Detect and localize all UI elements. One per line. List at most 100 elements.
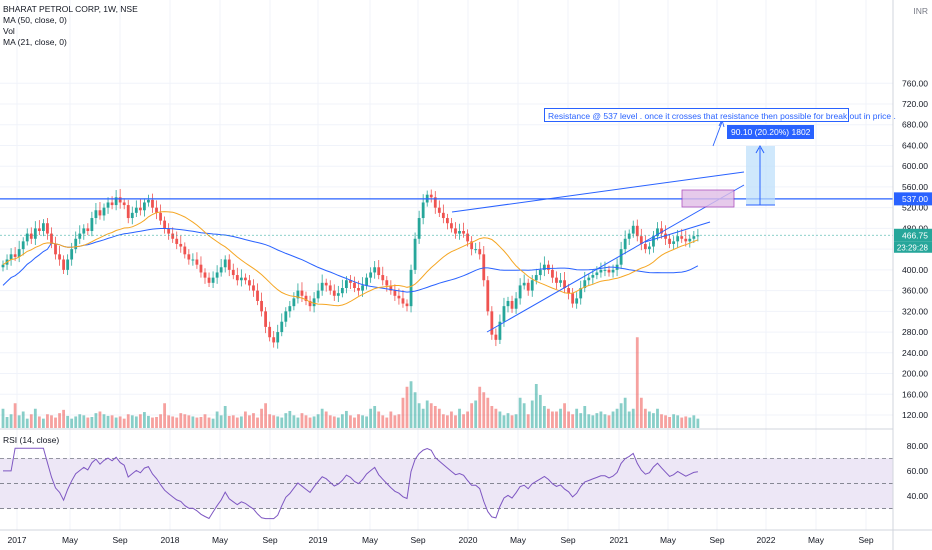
candle-body [54, 243, 57, 255]
ma50-line [2, 228, 699, 293]
candle-body [280, 321, 284, 333]
last-price-tag: 466.75 [902, 230, 928, 240]
candle-body [304, 295, 308, 301]
volume-bar [506, 413, 510, 428]
ma50-legend[interactable]: MA (50, close, 0) [3, 15, 67, 25]
rsi-legend[interactable]: RSI (14, close) [3, 435, 60, 445]
time-tick-label: Sep [560, 535, 575, 545]
candle-body [199, 264, 203, 273]
volume-bar [276, 416, 280, 428]
candle-body [648, 246, 651, 250]
candle-body [78, 233, 82, 239]
candle-body [676, 236, 680, 242]
candle-body [102, 207, 106, 216]
volume-bar [316, 414, 320, 428]
drawings[interactable] [0, 118, 893, 333]
ma21-legend[interactable]: MA (21, close, 0) [3, 37, 67, 47]
candle-body [272, 337, 276, 343]
candle-body [46, 223, 49, 234]
volume-bar [260, 408, 263, 428]
candle-body [74, 238, 78, 250]
symbol-title[interactable]: BHARAT PETROL CORP, 1W, NSE [3, 4, 138, 14]
volume-bar [54, 417, 57, 428]
volume-bar [692, 415, 696, 428]
volume-bar [94, 413, 98, 428]
volume-bar [526, 414, 530, 428]
candle-body [474, 249, 478, 251]
volume-bar [639, 397, 643, 428]
volume-bar [304, 415, 308, 428]
candle-body [244, 277, 247, 281]
volume-bar [542, 406, 546, 428]
candle-body [9, 254, 13, 260]
rsi-tick-label: 80.00 [907, 441, 929, 451]
volume-bar [195, 417, 199, 428]
candle-body [223, 259, 227, 268]
volume-bar [25, 418, 29, 428]
candle-body [668, 238, 671, 244]
price-tick-label: 280.00 [902, 327, 928, 337]
candle-body [235, 275, 239, 281]
candle-body [680, 236, 684, 239]
candle-body [571, 293, 575, 304]
candle-body [575, 298, 579, 304]
volume-bar [308, 417, 312, 428]
candle-body [595, 272, 599, 276]
candle-body [684, 238, 688, 242]
volume-bar [567, 411, 570, 428]
candle-body [118, 197, 122, 203]
price-tick-label: 640.00 [902, 140, 928, 150]
candle-body [82, 228, 86, 234]
volume-bar [433, 406, 437, 428]
time-tick-label: 2019 [309, 535, 328, 545]
candle-body [502, 306, 506, 322]
vol-legend[interactable]: Vol [3, 26, 15, 36]
time-tick-label: Sep [112, 535, 127, 545]
volume-bar [284, 413, 288, 428]
candle-body [25, 233, 29, 242]
candle-body [195, 259, 199, 265]
volume-bar [320, 408, 324, 428]
price-tick-label: 520.00 [902, 203, 928, 213]
rsi-tick-label: 40.00 [907, 491, 929, 501]
candle-body [583, 280, 587, 289]
price-tick-label: 480.00 [902, 223, 928, 233]
resistance-annotation[interactable]: Resistance @ 537 level . once it crosses… [544, 108, 896, 122]
volume-bar [86, 417, 90, 428]
candle-body [320, 282, 324, 291]
volume-bar [611, 411, 615, 428]
time-tick-label: May [660, 535, 677, 545]
candle-body [17, 249, 21, 257]
volume-bar [397, 414, 401, 428]
volume-bar [393, 415, 397, 428]
resistance-price-tag: 537.00 [902, 194, 928, 204]
volume-bar [62, 409, 65, 428]
volume-bar [155, 417, 158, 428]
volume-bar [563, 403, 566, 428]
volume-bar [482, 392, 486, 428]
time-tick-label: May [212, 535, 229, 545]
volume-bar [336, 417, 340, 428]
volume-bar [365, 416, 368, 428]
candle-body [692, 236, 696, 239]
volume-bar [179, 413, 183, 428]
candle-body [458, 230, 461, 234]
candle-body [551, 269, 554, 278]
volume-bar [474, 400, 478, 428]
candle-body [587, 277, 591, 281]
candle-body [530, 280, 534, 291]
rsi-series [3, 447, 698, 520]
candle-body [417, 218, 421, 239]
candle-body [635, 225, 639, 237]
candle-body [191, 259, 195, 261]
measure-label[interactable]: 90.10 (20.20%) 1802 [727, 125, 815, 139]
time-tick-label: May [510, 535, 527, 545]
candle-body [429, 194, 433, 198]
volume-bar [668, 417, 671, 428]
volume-bar [46, 414, 49, 428]
candle-body [151, 199, 154, 208]
volume-bar [9, 414, 13, 428]
candle-body [155, 207, 158, 213]
volume-bar [587, 414, 591, 428]
